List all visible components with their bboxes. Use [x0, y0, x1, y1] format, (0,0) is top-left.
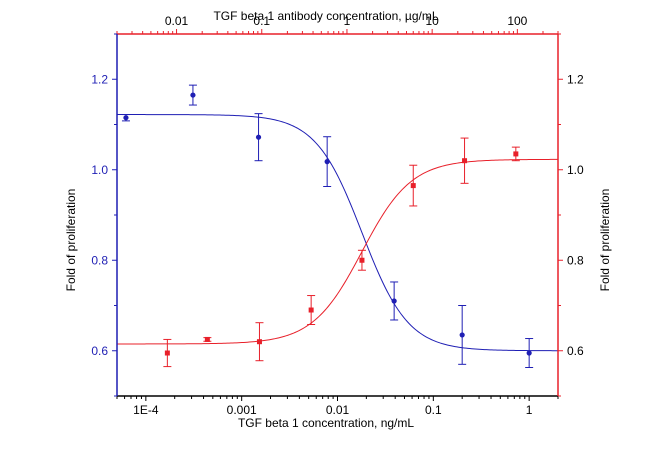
marker: [359, 257, 365, 263]
fit-curve-0: [117, 114, 558, 352]
marker: [526, 350, 532, 356]
data-point-0-1: [188, 84, 197, 106]
marker: [204, 336, 210, 342]
right-tick-label: 0.6: [567, 344, 584, 358]
data-point-0-3: [323, 136, 332, 187]
data-point-0-4: [390, 281, 399, 321]
data-point-0-0: [121, 114, 130, 122]
data-point-1-7: [511, 146, 520, 162]
marker: [462, 158, 468, 164]
marker: [324, 159, 330, 165]
marker: [256, 339, 262, 345]
bottom-tick-label: 0.1: [425, 403, 442, 417]
left-tick-label: 0.8: [91, 253, 108, 267]
right-tick-label: 1.0: [567, 163, 584, 177]
marker: [308, 307, 314, 313]
marker: [255, 134, 262, 140]
left-axis-title: Fold of proliferation: [64, 189, 78, 292]
bottom-tick-label: 1: [526, 403, 533, 417]
marker: [513, 151, 519, 157]
top-axis-title: TGF beta 1 antibody concentration, µg/mL: [213, 9, 438, 23]
top-tick-label: 10: [425, 14, 439, 28]
right-tick-label: 0.8: [567, 253, 584, 267]
data-point-1-3: [307, 295, 316, 326]
fit-curve-1: [117, 158, 558, 345]
bottom-tick-label: 1E-4: [133, 403, 159, 417]
data-point-0-6: [525, 338, 534, 368]
marker: [391, 298, 397, 304]
right-tick-label: 1.2: [567, 72, 584, 86]
top-tick-label: 1: [344, 14, 351, 28]
top-tick-label: 0.1: [253, 14, 270, 28]
marker: [164, 350, 170, 356]
top-tick-label: 0.01: [165, 14, 189, 28]
left-tick-label: 1.2: [91, 72, 108, 86]
left-tick-label: 1.0: [91, 163, 108, 177]
bottom-tick-label: 0.001: [227, 403, 257, 417]
bottom-axis-title: TGF beta 1 concentration, ng/mL: [238, 416, 414, 430]
marker: [459, 332, 465, 338]
data-point-1-0: [163, 338, 172, 368]
bottom-tick-label: 0.01: [326, 403, 350, 417]
marker: [123, 115, 129, 121]
marker: [410, 183, 416, 189]
data-point-1-4: [357, 249, 366, 271]
data-point-1-1: [203, 336, 212, 342]
data-point-1-6: [460, 137, 469, 184]
data-point-1-2: [255, 322, 264, 362]
data-point-0-5: [458, 305, 467, 365]
top-tick-label: 100: [507, 14, 527, 28]
data-point-1-5: [409, 164, 418, 207]
right-axis-title: Fold of proliferation: [598, 189, 612, 292]
left-tick-label: 0.6: [91, 344, 108, 358]
marker: [190, 92, 196, 98]
data-point-0-2: [254, 113, 263, 162]
